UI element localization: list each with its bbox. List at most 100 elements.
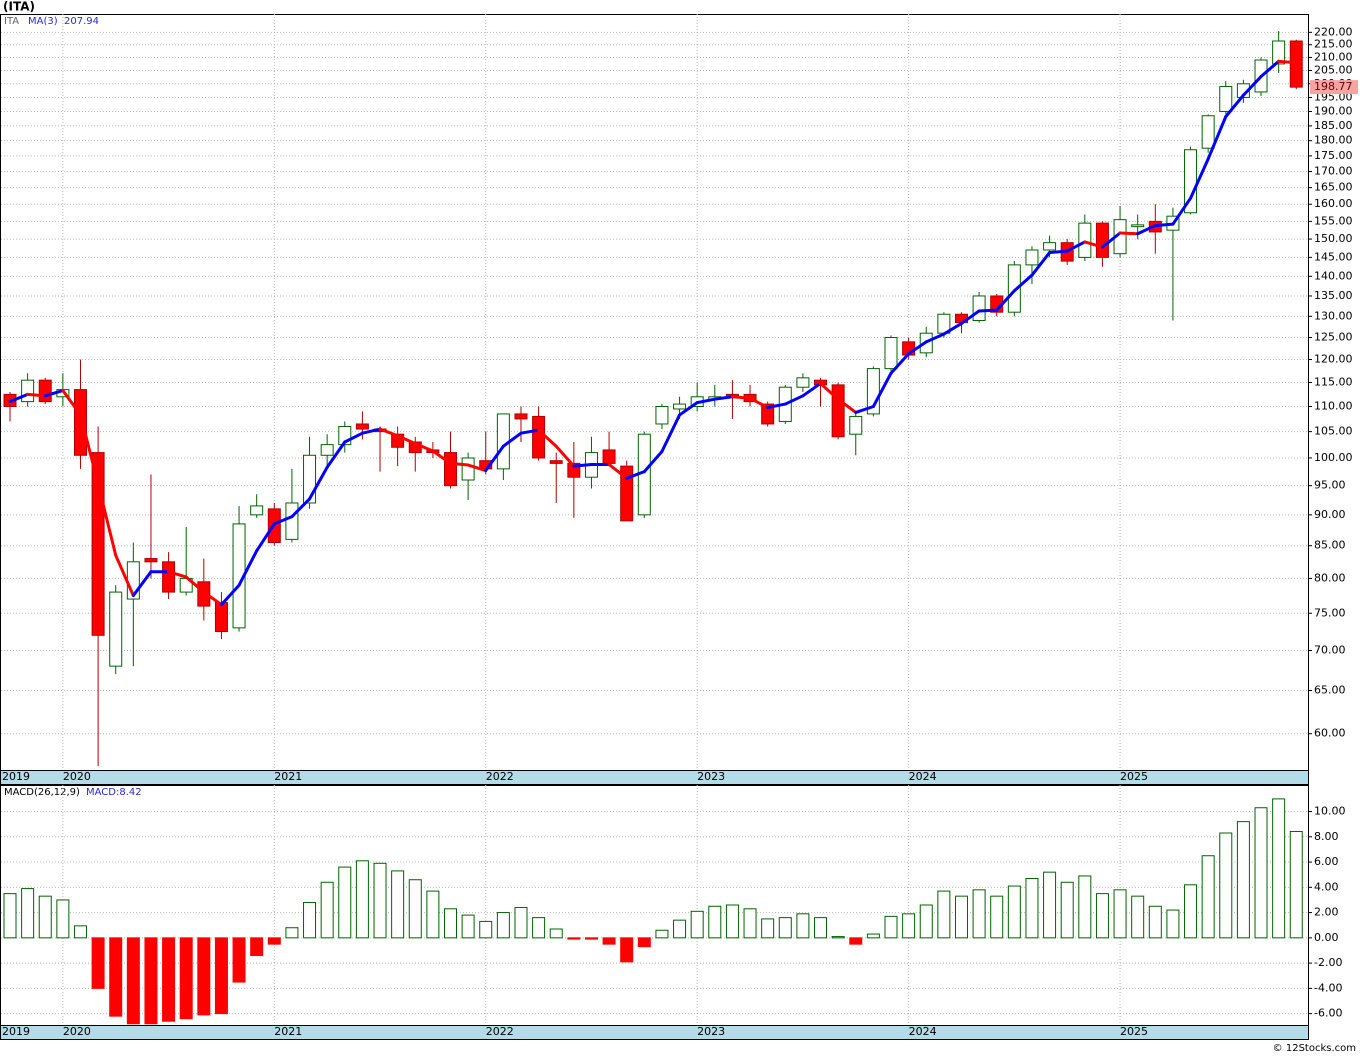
ma-line (572, 462, 593, 468)
macd-bar (144, 937, 158, 1025)
macd-bar (708, 905, 722, 939)
macd-bar (338, 866, 352, 939)
macd-bar (761, 918, 775, 939)
macd-bar (1043, 871, 1057, 939)
ma-line (1012, 273, 1034, 293)
y-tick-label: 60.00 (1314, 727, 1346, 740)
ma-line (748, 396, 770, 409)
legend-symbol: ITA (4, 16, 19, 27)
macd-bar (567, 937, 581, 940)
candle-body (549, 460, 563, 464)
candle-body (884, 337, 898, 370)
y-tick-label: 105.00 (1314, 425, 1353, 438)
macd-bar (1007, 885, 1021, 939)
macd-bar (778, 917, 792, 939)
macd-bar (884, 915, 898, 939)
candle-body (1078, 222, 1092, 258)
candle-body (620, 465, 634, 522)
macd-bar (1184, 884, 1198, 939)
candle-body (73, 389, 87, 456)
date-strip (0, 770, 1309, 785)
macd-bar (303, 901, 317, 939)
candle-body (532, 415, 546, 459)
macd-bar (162, 937, 176, 1022)
macd-bar (972, 889, 986, 939)
ma-line (554, 444, 576, 468)
candle-body (602, 449, 616, 464)
chart-title: (ITA) (3, 0, 35, 14)
macd-bar (990, 895, 1004, 939)
macd-bar (1166, 909, 1180, 939)
macd-bar (1095, 893, 1109, 939)
candle-body (1131, 224, 1145, 228)
ma-line (889, 352, 911, 375)
candle-body (285, 502, 299, 540)
ma-line (61, 389, 82, 417)
y-tick-label: 130.00 (1314, 309, 1353, 322)
y-tick-label: 160.00 (1314, 197, 1353, 210)
y-tick-label: 115.00 (1314, 376, 1353, 389)
ma-line (871, 371, 893, 409)
macd-bar (126, 937, 140, 1025)
candle-body (831, 384, 845, 438)
candle-body (1201, 115, 1215, 149)
candle-body (109, 591, 123, 667)
ma-line (219, 583, 241, 607)
ma-line (237, 549, 259, 587)
y-tick-label: -6.00 (1314, 1007, 1342, 1020)
ma-line (43, 389, 65, 398)
x-tick-label: 2019 (2, 770, 30, 783)
ma-line (1065, 240, 1087, 253)
ma-line (114, 553, 135, 598)
y-tick-label: 220.00 (1314, 25, 1353, 38)
y-tick-label: 215.00 (1314, 38, 1353, 51)
macd-bar (1025, 877, 1039, 939)
ma-line (343, 431, 364, 444)
ma-line (1224, 93, 1245, 119)
ma-line (1171, 196, 1193, 226)
price-frame (0, 14, 1309, 771)
macd-bar (444, 908, 457, 939)
ma-line (431, 449, 452, 465)
macd-bar (408, 879, 422, 939)
x-tick-label: 2021 (274, 770, 302, 783)
ma-line (1206, 115, 1228, 161)
ma-line (942, 321, 963, 336)
macd-bar (1254, 807, 1268, 939)
legend-ma-value: 207.94 (64, 16, 99, 27)
macd-bar (3, 893, 17, 939)
macd-bar (109, 937, 123, 1017)
candle-body (1043, 242, 1057, 251)
y-tick-label: 6.00 (1314, 855, 1339, 868)
macd-bar (373, 862, 387, 939)
macd-bar (655, 929, 669, 939)
y-tick-label: 110.00 (1314, 400, 1353, 413)
ma-line (678, 401, 699, 417)
macd-bar (637, 937, 651, 948)
candle-body (21, 379, 35, 403)
ma-line (1153, 222, 1175, 228)
macd-bar (56, 899, 70, 939)
ma-line (184, 575, 206, 594)
macd-bar (1289, 830, 1303, 939)
macd-bar (250, 937, 264, 957)
macd-title: MACD(26,12,9) (4, 787, 80, 798)
candle-body (214, 602, 228, 633)
ma-line (695, 397, 717, 405)
x-tick-label: 2020 (63, 1025, 91, 1038)
macd-bar (461, 914, 475, 939)
macd-bar (673, 919, 687, 939)
y-tick-label: 75.00 (1314, 606, 1346, 619)
ma-line (854, 405, 875, 414)
macd-bar (1078, 875, 1092, 939)
y-tick-label: 205.00 (1314, 63, 1353, 76)
candle-body (162, 561, 176, 593)
ma-line (607, 462, 629, 480)
macd-bar (743, 908, 757, 939)
macd-bar (232, 937, 246, 983)
y-tick-label: 80.00 (1314, 571, 1346, 584)
macd-bar (91, 937, 105, 989)
y-tick-label: 90.00 (1314, 508, 1346, 521)
ma-line (325, 440, 347, 469)
ma-line (1118, 231, 1140, 236)
